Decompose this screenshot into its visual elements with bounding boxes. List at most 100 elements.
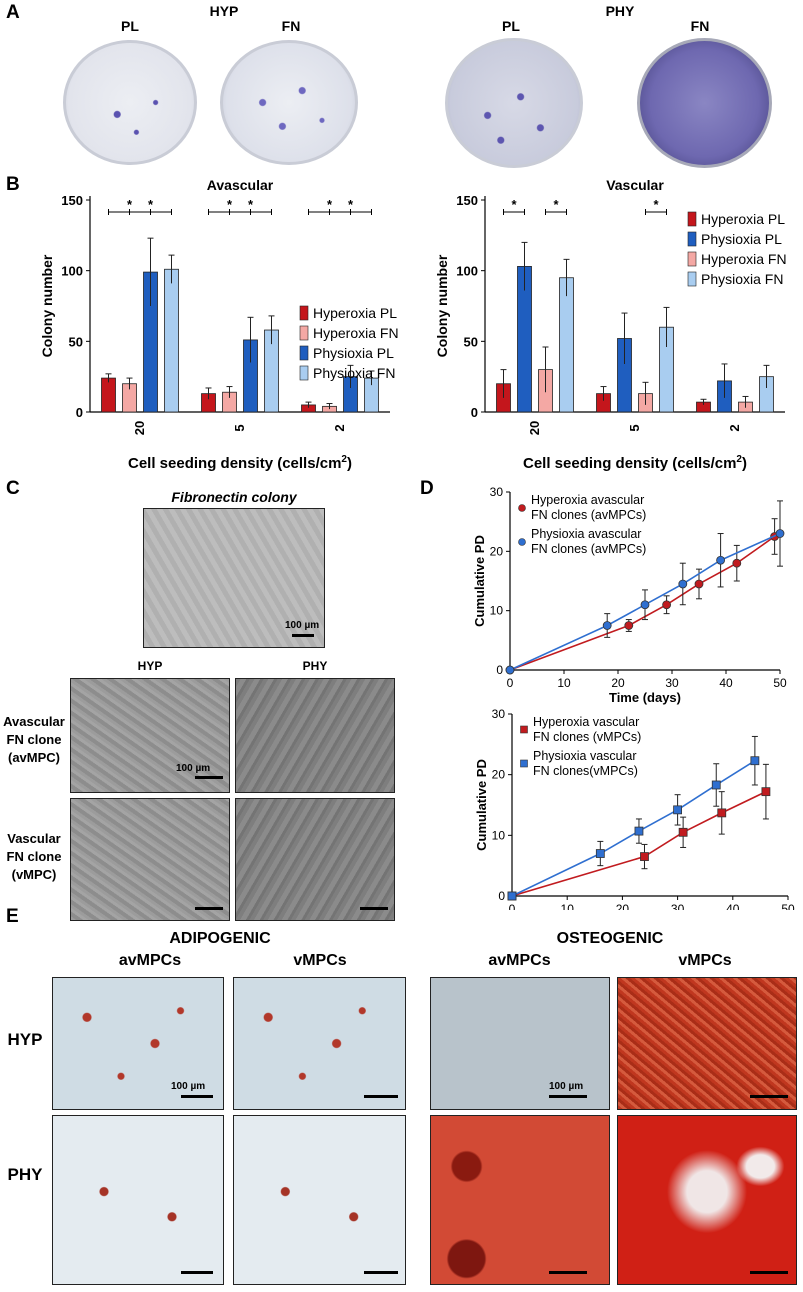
scale-bar [364,1095,398,1098]
adipogenic-title: ADIPOGENIC [169,930,271,947]
bar [164,268,179,413]
legend-label-line2: FN clones (avMPCs) [531,542,646,556]
legend-label: Hyperoxia FN [701,251,787,267]
data-point [732,558,742,568]
scale-bar [292,634,314,637]
y-tick-label: 150 [456,193,478,208]
x-tick-label: 50 [781,902,795,910]
panel-d-svg: 0 10 20 30 0 10 20 30 40 50 Time (days) Cumulative … [472,485,795,910]
legend-swatch [687,211,697,227]
row-label-vascular-line2: FN clone [6,849,62,864]
panel-label-e: E [6,906,19,927]
scale-bar [195,907,223,910]
legend-label: Physioxia FN [313,365,395,381]
x-tick-label: 30 [671,902,685,910]
legend-label-line2: FN clones (vMPCs) [533,730,641,744]
x-axis-label-end: ) [742,455,747,472]
panel-label-d: D [420,478,434,499]
y-tick-label: 150 [61,193,83,208]
row-label-avascular-line2: FN clone [6,732,62,747]
adipo-v-hyp [233,977,406,1110]
y-tick-label: 10 [490,604,504,618]
panel-label-b: B [6,174,20,195]
data-point [662,600,672,610]
data-point [711,780,721,790]
data-point [717,808,727,818]
dish-phy-fn [637,38,772,168]
osteogenic-title: OSTEOGENIC [556,930,664,947]
row-label-avascular-line3: (avMPC) [7,750,60,765]
legend-marker [520,759,528,768]
osteo-av-hyp: 100 µm [430,977,610,1110]
x-tick-label: 2 [332,424,347,431]
panel-a-hyp-pl-label: PL [121,18,139,34]
x-axis-label-main: Cell seeding density (cells/cm [523,455,736,472]
x-tick-label: 20 [527,421,542,435]
legend-swatch [687,271,697,287]
legend-label-line1: Physioxia avascular [531,527,641,541]
scale-bar [181,1271,213,1274]
legend-label: Hyperoxia PL [313,305,397,321]
adipo-v-label: vMPCs [293,952,347,969]
data-point [775,529,785,538]
scale-bar [364,1271,398,1274]
sig-star: * [511,197,517,212]
x-tick-label: 0 [509,902,516,910]
legend-label-line1: Physioxia vascular [533,749,637,763]
sig-star: * [348,197,354,212]
data-point [678,579,688,589]
legend-marker [518,538,526,546]
x-tick-label: 20 [616,902,630,910]
y-tick-label: 30 [490,485,504,499]
scale-label: 100 µm [285,620,320,631]
data-point [716,555,726,565]
data-point [602,621,612,630]
row-label-avascular: Avascular FN clone (avMPC) [0,713,68,767]
row-label-hyp: HYP [7,1030,43,1049]
x-tick-label: 5 [627,424,642,431]
legend-swatch [299,365,309,381]
micrograph-vascular-hyp [70,798,230,921]
micrograph-fibronectin-colony: 100 µm [143,508,325,648]
y-tick-label: 0 [496,663,503,677]
legend-label: Physioxia FN [701,271,783,287]
bar [559,277,574,413]
dish-phy-pl [445,38,583,168]
y-tick-label: 20 [490,544,504,558]
legend-label-line2: FN clones (avMPCs) [531,508,646,522]
row-label-avascular-line1: Avascular [3,714,65,729]
x-tick-label: 20 [132,421,147,435]
panel-label-a: A [6,2,20,23]
x-tick-label: 40 [719,676,733,690]
sig-star: * [227,197,233,212]
x-tick-label: 10 [561,902,575,910]
micrograph-avascular-hyp: 100 µm [70,678,230,793]
adipo-av-phy [52,1115,224,1285]
osteo-v-hyp [617,977,797,1110]
micrograph-avascular-phy [235,678,395,793]
legend-label-line1: Hyperoxia vascular [533,715,639,729]
panel-a-hyp-label: HYP [209,3,239,19]
y-axis-label: Colony number [434,254,450,357]
y-tick-label: 50 [69,334,83,349]
osteo-av-label: avMPCs [488,952,551,969]
legend-label: Physioxia PL [701,231,782,247]
series-line [511,760,756,897]
legend-label-line2: FN clones(vMPCs) [533,764,638,778]
x-axis-label-main: Cell seeding density (cells/cm [128,455,341,472]
chart-title: Vascular [606,177,664,193]
data-point [634,826,644,836]
legend-swatch [299,325,309,341]
x-tick-label: 30 [665,676,679,690]
legend-marker [520,725,528,734]
series-line [509,532,781,671]
series-line [511,790,767,897]
scale-bar [181,1095,213,1098]
dish-hyp-pl [63,40,197,165]
data-point [595,849,605,858]
data-point [761,787,771,797]
sig-star: * [148,197,154,212]
